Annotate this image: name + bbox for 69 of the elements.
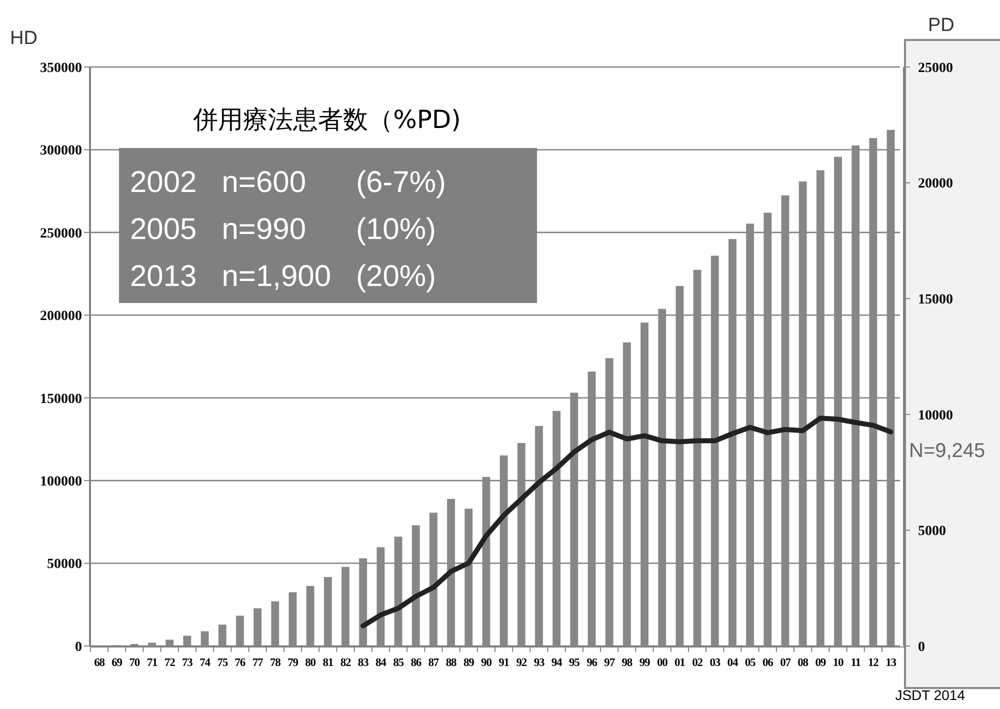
y-tick-label: 200000 xyxy=(40,309,82,324)
y2-tick-label: 15000 xyxy=(918,292,953,308)
y2-tick-label: 20000 xyxy=(918,176,953,192)
y-tick-label: 250000 xyxy=(40,226,82,242)
x-tick-label: 08 xyxy=(798,657,809,669)
y2-tick-label: 10000 xyxy=(918,408,953,424)
x-tick-label: 72 xyxy=(164,657,176,669)
text: N=9,245 xyxy=(909,440,986,462)
x-tick-label: 77 xyxy=(252,657,264,669)
x-tick-label: 76 xyxy=(234,657,246,669)
x-tick-label: 70 xyxy=(129,657,140,669)
text: JSDT 2014 xyxy=(895,687,966,703)
x-tick-label: 99 xyxy=(639,657,651,669)
x-tick-label: 68 xyxy=(94,657,106,669)
x-tick-label: 84 xyxy=(376,657,387,669)
y-axis-title: HD xyxy=(10,28,38,49)
x-tick-label: 87 xyxy=(428,657,440,669)
y2-tick-label: 25000 xyxy=(918,60,953,76)
x-tick-label: 90 xyxy=(481,657,492,669)
x-tick-label: 94 xyxy=(551,657,563,669)
x-tick-label: 81 xyxy=(322,657,334,669)
x-tick-label: 91 xyxy=(498,657,510,669)
x-tick-label: 01 xyxy=(674,657,686,669)
x-tick-label: 79 xyxy=(288,657,299,669)
x-tick-label: 04 xyxy=(727,657,738,669)
y2-axis-title: PD xyxy=(928,15,954,36)
x-tick-label: 85 xyxy=(393,657,404,669)
x-tick-label: 95 xyxy=(568,657,580,669)
x-tick-label: 86 xyxy=(410,657,422,669)
x-tick-label: 71 xyxy=(146,657,158,669)
x-tick-label: 06 xyxy=(762,657,774,669)
x-tick-label: 98 xyxy=(622,657,633,669)
text: 併用療法患者数（%PD) xyxy=(192,105,461,134)
x-tick-label: 69 xyxy=(112,657,123,669)
x-tick-label: 09 xyxy=(815,657,826,669)
y-tick-label: 100000 xyxy=(40,474,82,490)
y2-tick-label: 0 xyxy=(918,640,925,655)
annotation: 2013 n=1,900 (20%) xyxy=(130,260,436,293)
text-box: 2002 n=600 (6-7%) 2005 n=990 (10%) 2013 n=1,900 (20%) xyxy=(119,148,537,303)
x-tick-label: 92 xyxy=(516,657,528,669)
x-tick-label: 89 xyxy=(463,657,475,669)
y-tick-label: 50000 xyxy=(47,557,82,572)
x-tick-label: 78 xyxy=(270,657,282,669)
y-tick-label: 350000 xyxy=(40,60,82,76)
x-tick-label: 11 xyxy=(850,657,862,669)
x-tick-label: 93 xyxy=(534,657,545,669)
x-tick-label: 12 xyxy=(868,657,880,669)
x-tick-label: 03 xyxy=(710,657,721,669)
annotation: 2005 n=990 (10%) xyxy=(130,213,436,246)
x-tick-label: 88 xyxy=(446,657,458,669)
y2-tick-label: 5000 xyxy=(918,524,946,540)
y-tick-label: 0 xyxy=(75,640,82,655)
x-tick-label: 80 xyxy=(305,657,316,669)
x-tick-label: 83 xyxy=(358,657,370,669)
x-tick-label: 73 xyxy=(182,657,194,669)
x-tick-label: 96 xyxy=(586,657,598,669)
x-tick-label: 10 xyxy=(832,657,844,669)
y-tick-label: 150000 xyxy=(40,392,82,407)
y-tick-label: 300000 xyxy=(40,144,82,159)
x-tick-label: 97 xyxy=(604,657,616,669)
x-tick-label: 02 xyxy=(692,657,704,669)
x-tick-label: 13 xyxy=(886,657,897,669)
x-tick-label: 74 xyxy=(200,657,211,669)
x-tick-label: 07 xyxy=(780,657,792,669)
x-tick-label: 82 xyxy=(340,657,352,669)
annotation: 2002 n=600 (6-7%) xyxy=(130,166,446,199)
x-tick-label: 00 xyxy=(656,657,668,669)
x-tick-label: 75 xyxy=(217,657,228,669)
x-tick-label: 05 xyxy=(744,657,756,669)
